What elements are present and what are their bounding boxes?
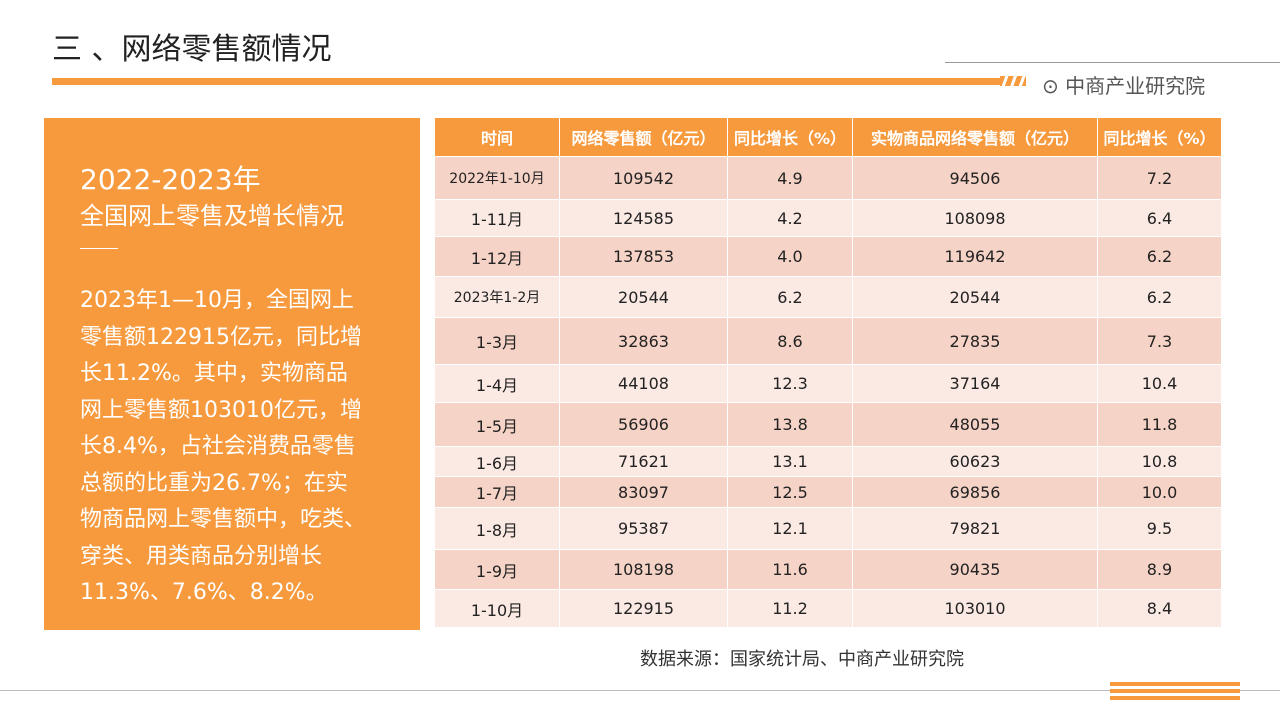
table-cell: 1-5月 [435, 403, 560, 447]
header-cell: 同比增长（%） [1098, 118, 1222, 157]
panel-rule [80, 248, 118, 249]
table-cell: 9.5 [1098, 508, 1222, 550]
table-cell: 1-12月 [435, 237, 560, 277]
table-cell: 71621 [560, 447, 728, 477]
source-note: 数据来源：国家统计局、中商产业研究院 [640, 649, 964, 670]
panel-body-line: 穿类、用类商品分别增长 [80, 543, 323, 569]
header-cell: 同比增长（%） [728, 118, 853, 157]
table-cell: 10.0 [1098, 477, 1222, 508]
table-cell: 27835 [853, 318, 1098, 365]
table-cell: 69856 [853, 477, 1098, 508]
panel-heading: 2022-2023年 [80, 163, 261, 196]
table-cell: 60623 [853, 447, 1098, 477]
table-cell: 37164 [853, 365, 1098, 403]
table-cell: 4.9 [728, 157, 853, 200]
table-cell: 11.6 [728, 550, 853, 590]
table-cell: 95387 [560, 508, 728, 550]
header-cell: 实物商品网络零售额（亿元） [853, 118, 1098, 157]
table-cell: 8.4 [1098, 590, 1222, 628]
table-cell: 20544 [853, 277, 1098, 318]
table-cell: 6.2 [728, 277, 853, 318]
table-cell: 20544 [560, 277, 728, 318]
table-cell: 10.8 [1098, 447, 1222, 477]
title: 三 、网络零售额情况 [52, 32, 332, 67]
table-cell: 124585 [560, 200, 728, 237]
table-cell: 12.3 [728, 365, 853, 403]
table-cell: 1-11月 [435, 200, 560, 237]
table-cell: 119642 [853, 237, 1098, 277]
table-cell: 11.8 [1098, 403, 1222, 447]
footer-rule [0, 690, 1280, 691]
table-cell: 1-7月 [435, 477, 560, 508]
table-cell: 1-6月 [435, 447, 560, 477]
table-cell: 6.4 [1098, 200, 1222, 237]
logo-icon: ⊙ [1042, 74, 1066, 98]
table-cell: 94506 [853, 157, 1098, 200]
table-cell: 48055 [853, 403, 1098, 447]
title-rule [52, 78, 1000, 85]
table-cell: 4.0 [728, 237, 853, 277]
table-cell: 4.2 [728, 200, 853, 237]
panel-body-line: 长11.2%。其中，实物商品 [80, 361, 348, 386]
table-cell: 90435 [853, 550, 1098, 590]
logo: ⊙ 中商产业研究院 [1042, 70, 1205, 99]
panel-body-line: 总额的比重为26.7%；在实 [80, 470, 348, 496]
table-cell: 32863 [560, 318, 728, 365]
panel-subheading: 全国网上零售及增长情况 [80, 202, 344, 230]
table-cell: 2022年1-10月 [435, 157, 560, 200]
table-cell: 122915 [560, 590, 728, 628]
panel-body-line: 网上零售额103010亿元，增 [80, 397, 362, 423]
table-cell: 1-3月 [435, 318, 560, 365]
table-cell: 1-10月 [435, 590, 560, 628]
panel-body-line: 2023年1—10月，全国网上 [80, 288, 354, 313]
table-cell: 12.5 [728, 477, 853, 508]
header-cell: 网络零售额（亿元） [560, 118, 728, 157]
table-cell: 13.1 [728, 447, 853, 477]
logo-text: 中商产业研究院 [1065, 74, 1206, 98]
data-table: 时间 网络零售额（亿元） 同比增长（%） 实物商品网络零售额（亿元） 同比增长（%） 20… [435, 118, 1222, 628]
table-cell: 8.6 [728, 318, 853, 365]
table-cell: 10.4 [1098, 365, 1222, 403]
table-cell: 8.9 [1098, 550, 1222, 590]
table-cell: 56906 [560, 403, 728, 447]
table-cell: 6.2 [1098, 237, 1222, 277]
table-cell: 13.8 [728, 403, 853, 447]
table-cell: 44108 [560, 365, 728, 403]
table-cell: 137853 [560, 237, 728, 277]
panel-body-line: 物商品网上零售额中，吃类、 [80, 507, 367, 532]
panel-body-line: 长8.4%，占社会消费品零售 [80, 434, 356, 459]
table-cell: 2023年1-2月 [435, 277, 560, 318]
table-cell: 12.1 [728, 508, 853, 550]
panel-body-line: 零售额122915亿元，同比增 [80, 324, 362, 350]
header-cell: 时间 [435, 118, 560, 157]
table-cell: 108198 [560, 550, 728, 590]
panel-body-line: 11.3%、7.6%、8.2%。 [80, 580, 328, 605]
thin-rule [945, 62, 1280, 63]
table-cell: 108098 [853, 200, 1098, 237]
table-cell: 7.3 [1098, 318, 1222, 365]
table-cell: 103010 [853, 590, 1098, 628]
table-cell: 7.2 [1098, 157, 1222, 200]
table-cell: 1-4月 [435, 365, 560, 403]
footer-stripes [1110, 680, 1240, 700]
summary-panel: 2022-2023年 全国网上零售及增长情况 2023年1—10月，全国网上 零售… [44, 118, 420, 630]
table-cell: 79821 [853, 508, 1098, 550]
table-cell: 11.2 [728, 590, 853, 628]
table-cell: 109542 [560, 157, 728, 200]
table-cell: 6.2 [1098, 277, 1222, 318]
table-cell: 1-8月 [435, 508, 560, 550]
table-cell: 1-9月 [435, 550, 560, 590]
table-cell: 83097 [560, 477, 728, 508]
stripes [1000, 76, 1026, 86]
